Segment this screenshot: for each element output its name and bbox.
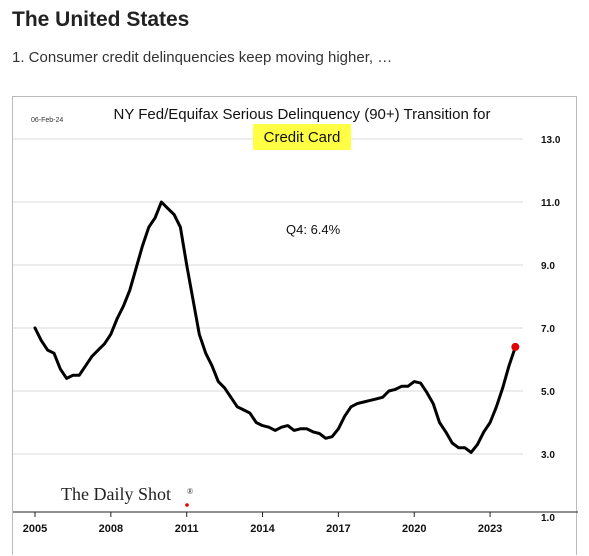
x-tick-label: 2017: [326, 523, 350, 535]
y-tick-label: 1.0: [541, 513, 555, 524]
y-tick-label: 7.0: [541, 324, 555, 335]
watermark-logo: The Daily Shot: [61, 484, 171, 504]
latest-value-marker: [511, 342, 520, 351]
x-tick-label: 2008: [99, 523, 123, 535]
x-tick-label: 2014: [250, 523, 275, 535]
q4-annotation: Q4: 6.4%: [286, 222, 341, 237]
x-tick-label: 2005: [23, 523, 47, 535]
y-tick-label: 5.0: [541, 387, 555, 398]
chart-subtitle: Credit Card: [264, 129, 341, 146]
page-heading: The United States: [12, 8, 190, 31]
delinquency-line: [33, 200, 517, 454]
x-tick-label: 2020: [402, 523, 426, 535]
chart-title: NY Fed/Equifax Serious Delinquency (90+)…: [114, 106, 491, 123]
y-tick-label: 13.0: [541, 135, 561, 146]
chart-svg: 1.0 3.0 5.0 7.0 9.0 11.0 13.0 2005 2008 2011 2014 2…: [13, 106, 578, 535]
y-tick-label: 9.0: [541, 261, 555, 272]
page-subtitle: 1. Consumer credit delinquencies keep mo…: [12, 49, 393, 66]
title-highlight: [253, 124, 351, 150]
x-tick-label: 2023: [478, 523, 502, 535]
date-stamp: 06-Feb-24: [31, 117, 63, 124]
watermark-dot: [185, 503, 189, 507]
y-tick-label: 11.0: [541, 198, 560, 209]
y-tick-label: 3.0: [541, 450, 555, 461]
watermark-mark: ®: [187, 487, 193, 496]
chart-panel: 1.0 3.0 5.0 7.0 9.0 11.0 13.0 2005 2008 2011 2014 2…: [12, 96, 578, 555]
x-tick-label: 2011: [175, 523, 199, 535]
